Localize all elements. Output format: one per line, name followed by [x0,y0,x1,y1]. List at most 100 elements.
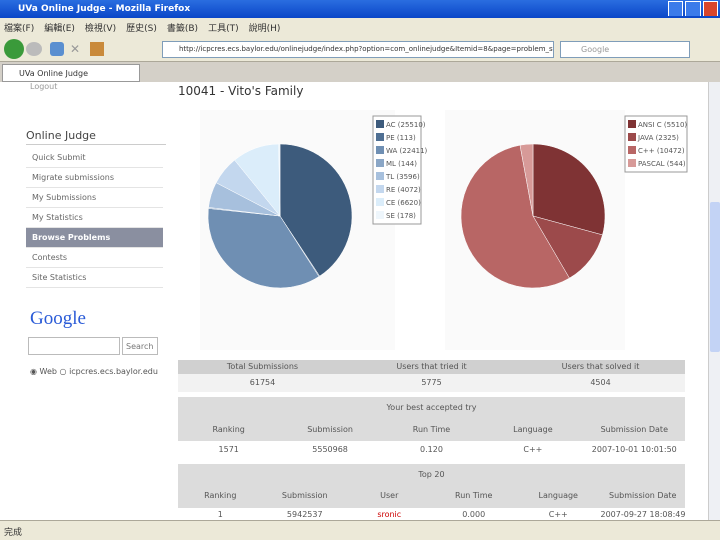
window-title: UVa Online Judge - Mozilla Firefox [18,4,191,14]
google-logo: Google [30,308,86,329]
search-button[interactable]: Search [122,337,158,355]
sidebar-item[interactable]: Migrate submissions [26,168,163,188]
back-button[interactable] [4,39,24,59]
best-title: Your best accepted try [386,403,477,412]
top-cell: 1 [217,510,223,519]
best-cell: 5550968 [312,445,348,454]
top-cell: 0.000 [462,510,486,519]
legend-label: TL (3596) [385,173,420,181]
nav-bar: ✕ http://icpcres.ecs.baylor.edu/onlineju… [0,36,720,62]
legend-label: C++ (10472) [638,147,685,155]
radio-web[interactable]: Web [39,367,57,376]
radio-site[interactable]: icpcres.ecs.baylor.edu [69,367,158,376]
top-header: Ranking [204,491,237,500]
best-header-bg [178,397,685,441]
legend-label: ANSI C (5510) [638,121,687,129]
top-header: Run Time [455,491,493,500]
tab-title: UVa Online Judge [19,69,89,78]
pie-slice [519,143,534,217]
top-cell: 2007-09-27 18:08:49 [600,510,686,519]
legend-label: PE (113) [386,134,416,142]
best-cell: 2007-10-01 10:01:50 [591,445,677,454]
menu-item[interactable]: 編輯(E) [44,24,75,34]
tab-bar: UVa Online Judge [0,62,720,82]
top-header: Language [538,491,578,500]
menu-item[interactable]: 工具(T) [208,24,239,34]
maximize[interactable] [685,1,701,16]
menu-item[interactable]: 檔案(F) [4,24,35,34]
top-header: Submission [281,491,328,500]
status-text: 完成 [4,528,23,538]
legend-swatch [376,159,384,167]
legend-label: SE (178) [386,212,416,220]
best-header: Submission [307,425,353,434]
forward-button[interactable] [26,42,42,56]
legend-label: JAVA (2325) [637,134,679,142]
radio-row: ◉ Web ○ icpcres.ecs.baylor.edu [30,367,158,376]
menu-item[interactable]: 歷史(S) [126,24,157,34]
legend-swatch [628,146,636,154]
top-title: Top 20 [418,470,445,479]
menu-item[interactable]: 書籤(B) [166,24,199,34]
menu-item[interactable]: 說明(H) [248,24,281,34]
top-header: Submission Date [609,491,677,500]
stop-button[interactable]: ✕ [70,42,81,56]
top-header-bg [178,464,685,508]
sidebar-heading: Online Judge [26,129,166,145]
close[interactable] [702,1,718,16]
sidebar-item[interactable]: Site Statistics [26,268,163,288]
reload-button[interactable] [50,42,64,56]
pie-charts: AC (25510) PE (113) WA (22411) ML (144) TL (… [200,110,688,350]
stats-value: 4504 [590,378,611,387]
legend-swatch [628,159,636,167]
title-bar: UVa Online Judge - Mozilla Firefox [0,0,720,18]
tab[interactable]: UVa Online Judge [2,64,140,82]
top-cell: C++ [548,510,568,519]
sidebar-item[interactable]: My Submissions [26,188,163,208]
home-button[interactable] [90,42,104,56]
best-cell: 1571 [218,445,239,454]
legend-label: ML (144) [386,160,417,168]
best-header: Submission Date [600,425,668,434]
stats-header-bg [178,360,685,374]
menu-bar: 檔案(F) 編輯(E) 檢視(V) 歷史(S) 書籤(B) 工具(T) 說明(H) [0,18,720,36]
url-bar[interactable]: http://icpcres.ecs.baylor.edu/onlinejudg… [162,41,554,58]
legend-label: PASCAL (544) [638,160,686,168]
stats-row-bg [178,374,685,392]
stats-header: Users that tried it [396,362,467,371]
best-cell: 0.120 [420,445,443,454]
legend-swatch [376,146,384,154]
logout-link[interactable]: Logout [30,82,58,91]
legend-swatch [376,172,384,180]
pie-slice [532,143,606,236]
scroll-thumb[interactable] [710,202,720,352]
top-cell: sronic [377,510,402,519]
scrollbar[interactable] [708,82,720,520]
search-bar[interactable]: Google [560,41,690,58]
legend-label: RE (4072) [386,186,421,194]
best-header: Language [513,425,553,434]
top-cell: 5942537 [286,510,323,519]
stats-header: Users that solved it [561,362,640,371]
top-header: User [380,491,399,500]
sidebar-item[interactable]: Browse Problems [26,228,163,248]
stats-value: 61754 [249,378,276,387]
sidebar-item[interactable]: My Statistics [26,208,163,228]
menu-item[interactable]: 檢視(V) [84,24,117,34]
legend-swatch [376,185,384,193]
best-cell: C++ [523,445,543,454]
pie-slice [207,208,320,289]
legend-label: WA (22411) [386,147,428,155]
legend-swatch [376,198,384,206]
minimize[interactable] [668,1,684,16]
sidebar-item[interactable]: Quick Submit [26,148,163,168]
stats-header: Total Submissions [226,362,299,371]
stats-value: 5775 [421,378,442,387]
problem-title: 10041 - Vito's Family [178,84,304,98]
sidebar-item[interactable]: Contests [26,248,163,268]
legend-label: AC (25510) [386,121,426,129]
legend-swatch [376,133,384,141]
legend-swatch [628,120,636,128]
search-input[interactable] [28,337,120,355]
